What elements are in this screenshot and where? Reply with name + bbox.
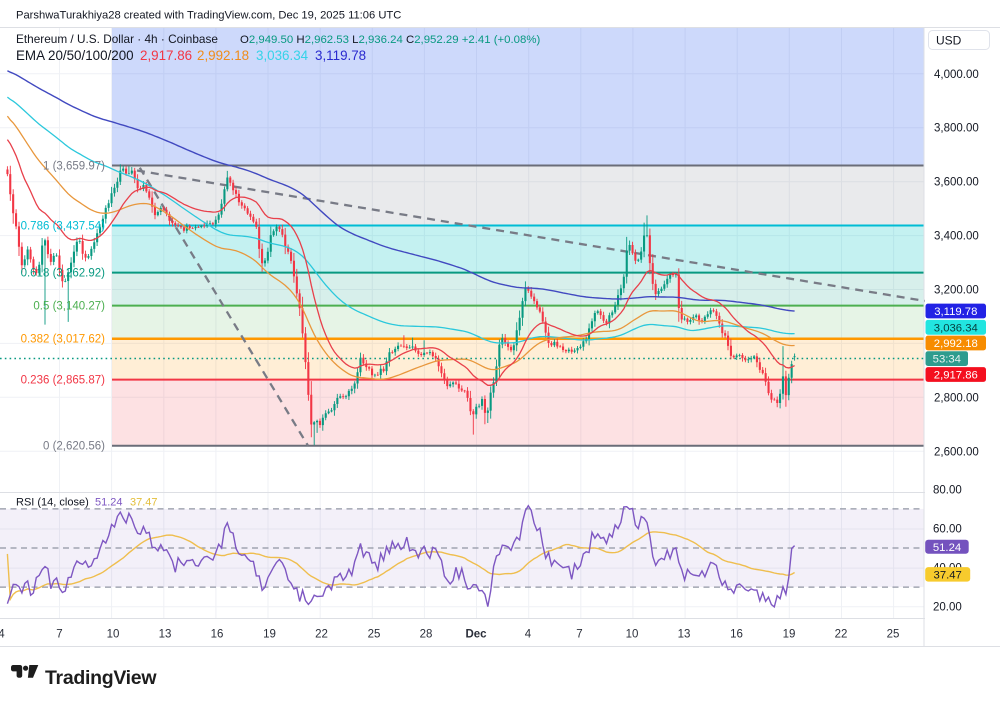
svg-text:22: 22 xyxy=(315,629,328,641)
svg-text:EMA 20/50/100/200: EMA 20/50/100/200 xyxy=(16,48,134,63)
svg-text:0.236 (2,865.87): 0.236 (2,865.87) xyxy=(21,375,106,387)
svg-text:4,000.00: 4,000.00 xyxy=(934,69,979,81)
svg-text:10: 10 xyxy=(626,629,639,641)
svg-text:0.786 (3,437.54): 0.786 (3,437.54) xyxy=(21,221,106,233)
svg-text:2,992.18: 2,992.18 xyxy=(934,338,978,350)
svg-text:2,800.00: 2,800.00 xyxy=(934,392,979,404)
svg-text:2,917.86: 2,917.86 xyxy=(934,370,978,382)
svg-text:25: 25 xyxy=(887,629,900,641)
svg-text:2,992.18: 2,992.18 xyxy=(197,48,249,63)
svg-text:19: 19 xyxy=(783,629,796,641)
svg-text:16: 16 xyxy=(211,629,224,641)
svg-text:0.618 (3,262.92): 0.618 (3,262.92) xyxy=(21,268,106,280)
svg-text:0.382 (3,017.62): 0.382 (3,017.62) xyxy=(21,334,106,346)
svg-text:3,400.00: 3,400.00 xyxy=(934,231,979,243)
svg-text:TradingView: TradingView xyxy=(45,667,157,689)
svg-text:7: 7 xyxy=(56,629,62,641)
svg-text:7: 7 xyxy=(576,629,582,641)
svg-text:4: 4 xyxy=(0,629,5,641)
svg-text:1 (3,659.97): 1 (3,659.97) xyxy=(43,161,105,173)
svg-text:ParshwaTurakhiya28 created wit: ParshwaTurakhiya28 created with TradingV… xyxy=(16,10,401,22)
svg-text:0.5 (3,140.27): 0.5 (3,140.27) xyxy=(33,301,105,313)
svg-text:51.24: 51.24 xyxy=(95,497,123,509)
svg-text:53:34: 53:34 xyxy=(933,354,961,366)
svg-text:3,119.78: 3,119.78 xyxy=(934,306,977,318)
svg-text:37.47: 37.47 xyxy=(130,497,158,509)
svg-text:10: 10 xyxy=(107,629,120,641)
svg-text:0 (2,620.56): 0 (2,620.56) xyxy=(43,441,105,453)
svg-text:80.00: 80.00 xyxy=(933,484,962,496)
svg-text:3,036.34: 3,036.34 xyxy=(256,48,309,63)
svg-text:2,600.00: 2,600.00 xyxy=(934,446,979,458)
svg-text:51.24: 51.24 xyxy=(933,542,961,554)
svg-text:37.47: 37.47 xyxy=(934,569,962,581)
svg-text:13: 13 xyxy=(159,629,172,641)
svg-text:3,600.00: 3,600.00 xyxy=(934,177,979,189)
svg-text:60.00: 60.00 xyxy=(933,523,962,535)
svg-text:22: 22 xyxy=(835,629,848,641)
svg-text:13: 13 xyxy=(678,629,691,641)
svg-text:Dec: Dec xyxy=(465,629,487,641)
svg-text:19: 19 xyxy=(263,629,276,641)
svg-text:O2,949.50 H2,962.53 L2,936.24: O2,949.50 H2,962.53 L2,936.24 C2,952.29 … xyxy=(240,34,540,46)
svg-text:2,917.86: 2,917.86 xyxy=(140,48,192,63)
svg-text:25: 25 xyxy=(368,629,381,641)
svg-text:4: 4 xyxy=(525,629,532,641)
svg-text:USD: USD xyxy=(936,34,962,48)
svg-text:3,800.00: 3,800.00 xyxy=(934,123,979,135)
svg-text:28: 28 xyxy=(420,629,433,641)
svg-text:3,200.00: 3,200.00 xyxy=(934,285,979,297)
svg-text:16: 16 xyxy=(730,629,743,641)
svg-text:20.00: 20.00 xyxy=(933,602,962,614)
svg-text:3,119.78: 3,119.78 xyxy=(315,48,366,63)
svg-text:Ethereum / U.S. Dollar · 4h ·: Ethereum / U.S. Dollar · 4h · Coinbase xyxy=(16,32,218,46)
svg-text:3,036.34: 3,036.34 xyxy=(934,322,978,334)
svg-text:RSI (14, close): RSI (14, close) xyxy=(16,497,89,509)
